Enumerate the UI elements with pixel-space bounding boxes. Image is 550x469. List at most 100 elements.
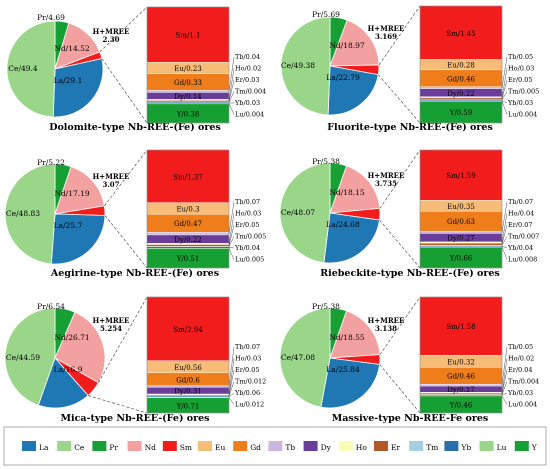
bar-label-lu: Lu/0.004	[508, 111, 537, 119]
hmree-label: 3.169	[375, 32, 397, 41]
bar-leader-er	[228, 224, 235, 246]
bar-label-eu: Eu/0.23	[174, 65, 202, 73]
bar-label-sm: Sm/1.59	[446, 172, 475, 180]
bar-seg-er	[419, 97, 503, 100]
bar-label-lu: Lu/0.005	[235, 256, 264, 264]
legend-swatch-ho	[338, 441, 353, 451]
pie-label-pr: Pr/5.22	[37, 158, 65, 167]
bar-label-tm: Tm/0.004	[508, 378, 539, 386]
bar-seg-sm	[419, 5, 503, 60]
connector-top	[104, 149, 148, 207]
bar-label-dy: Dy/0.22	[447, 90, 475, 98]
bar-leader-yb	[501, 100, 508, 104]
bar-seg-tb	[146, 232, 230, 236]
pie-label-ce: Ce/48.83	[6, 209, 40, 218]
pie-label-ce: Ce/49.38	[281, 61, 315, 70]
bar-label-ho: Ho/0.03	[235, 355, 261, 363]
legend-label-nd: Nd	[145, 443, 157, 452]
legend-swatch-nd	[127, 441, 142, 451]
bar-leader-yb	[228, 247, 235, 249]
pie-slice-nd	[329, 19, 380, 67]
legend-label-tb: Tb	[285, 443, 295, 452]
hmree-label: H+MREE	[93, 316, 130, 325]
bar-label-y: Y/0.51	[176, 255, 200, 263]
bar-frame	[146, 6, 230, 124]
bar-label-y: Y/0.59	[449, 109, 473, 117]
bar-leader-lu	[501, 101, 508, 115]
bar-leader-er	[228, 79, 235, 102]
bar-frame	[419, 149, 503, 269]
bar-leader-tb	[228, 56, 235, 92]
legend-label-y: Y	[531, 443, 538, 452]
legend-label-ho: Ho	[356, 443, 368, 452]
bar-seg-sm	[146, 6, 230, 63]
pie-slice-ce	[4, 307, 56, 406]
pie-label-ce: Ce/44.59	[6, 353, 40, 362]
legend-swatch-lu	[479, 441, 494, 451]
bar-label-gd: Gd/0.63	[447, 218, 475, 226]
pie-label-nd: Nd/18.55	[329, 333, 365, 342]
bar-leader-yb	[501, 246, 508, 249]
legend-swatch-sm	[162, 441, 177, 451]
bar-leader-tb	[501, 346, 508, 386]
pie-label-ce: Ce/47.08	[281, 353, 315, 362]
bar-label-er: Er/0.05	[508, 76, 533, 84]
hmree-label: 2.30	[102, 35, 119, 44]
bar-label-tm: Tm/0.012	[235, 378, 266, 386]
bar-label-tm: Tm/0.005	[235, 233, 266, 241]
bar-seg-er	[146, 244, 230, 247]
hmree-label: H+MREE	[93, 27, 130, 36]
bar-label-tb: Tb/0.05	[508, 343, 533, 351]
legend-label-pr: Pr	[109, 443, 118, 452]
bar-leader-ho	[501, 68, 508, 98]
legend-label-tm: Tm	[426, 443, 438, 452]
bar-label-gd: Gd/0.46	[447, 373, 476, 381]
pie-label-la: La/29.1	[54, 76, 83, 85]
bar-leader-tm	[501, 236, 508, 246]
connector-top	[98, 296, 148, 383]
bar-label-y: Y/0.38	[176, 110, 200, 118]
legend-label-lu: Lu	[497, 443, 507, 452]
legend-swatch-yb	[444, 441, 459, 451]
legend-label-dy: Dy	[321, 443, 332, 452]
legend-swatch-gd	[233, 441, 248, 451]
bar-leader-tm	[501, 91, 508, 100]
pie-slice-ce	[280, 16, 331, 116]
pie-label-la: La/16.9	[54, 365, 83, 374]
pie-label-nd: Nd/18.97	[329, 41, 365, 50]
bar-frame	[419, 296, 503, 414]
connector-bottom	[101, 58, 148, 124]
bar-label-eu: Eu/0.56	[174, 364, 202, 372]
pie-label-ce: Ce/48.07	[281, 208, 315, 217]
pie-label-nd: Nd/17.19	[54, 189, 90, 198]
pie-label-pr: Pr/4.69	[37, 13, 65, 22]
pie-slice-la	[320, 357, 381, 409]
pie-slice-nd	[54, 166, 105, 215]
bar-label-sm: Sm/1.58	[446, 323, 475, 331]
bar-label-dy: Dy/0.14	[174, 93, 202, 101]
bar-label-lu: Lu/0.012	[235, 401, 264, 409]
pie-slice-ce	[279, 307, 331, 408]
hmree-label: H+MREE	[93, 172, 130, 181]
bar-label-tm: Tm/0.004	[235, 88, 266, 96]
bar-label-ho: Ho/0.03	[235, 210, 261, 218]
legend-label-la: La	[39, 443, 49, 452]
hmree-label: H+MREE	[368, 316, 405, 325]
pie-label-pr: Pr/5.38	[312, 157, 340, 166]
bar-leader-tb	[228, 346, 235, 387]
legend-swatch-eu	[198, 441, 212, 451]
bar-label-gd: Gd/0.46	[447, 75, 476, 83]
bar-label-eu: Eu/0.28	[447, 62, 475, 70]
pie-label-pr: Pr/6.54	[37, 302, 65, 311]
bar-label-ho: Ho/0.03	[508, 65, 534, 73]
bar-label-tm: Tm/0.007	[508, 233, 539, 241]
connector-bottom	[379, 219, 421, 269]
connector-top	[379, 296, 421, 355]
legend-label-ce: Ce	[74, 443, 85, 452]
bar-label-yb: Yb/0.04	[507, 244, 533, 252]
bar-leader-er	[501, 224, 508, 245]
pie-label-ce: Ce/49.4	[8, 64, 38, 73]
bar-seg-tb	[419, 230, 503, 234]
legend-swatch-tm	[409, 441, 424, 451]
